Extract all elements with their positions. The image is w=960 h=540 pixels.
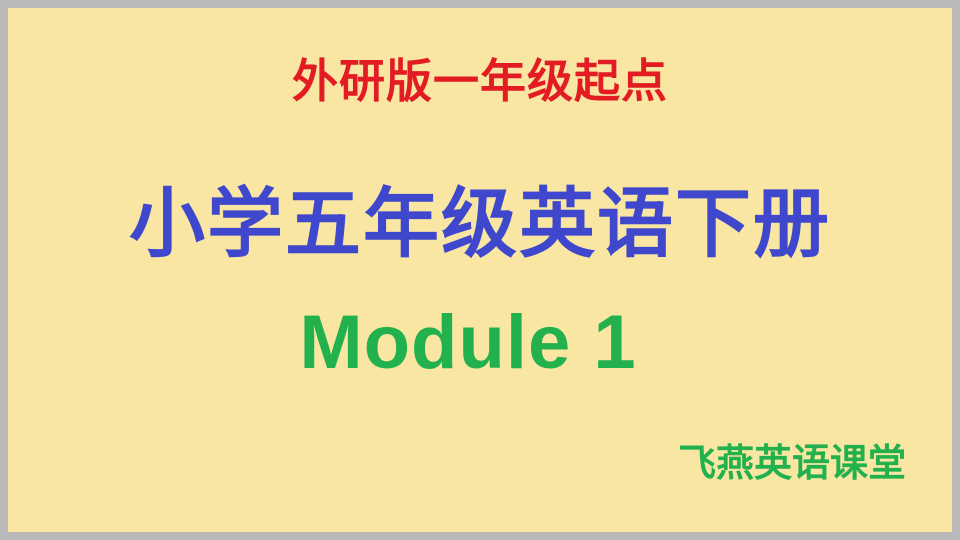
edition-label: 外研版一年级起点: [292, 54, 668, 108]
brand-watermark: 飞燕英语课堂: [677, 441, 906, 485]
course-title: 小学五年级英语下册: [129, 179, 831, 268]
module-title: Module 1: [299, 300, 637, 385]
